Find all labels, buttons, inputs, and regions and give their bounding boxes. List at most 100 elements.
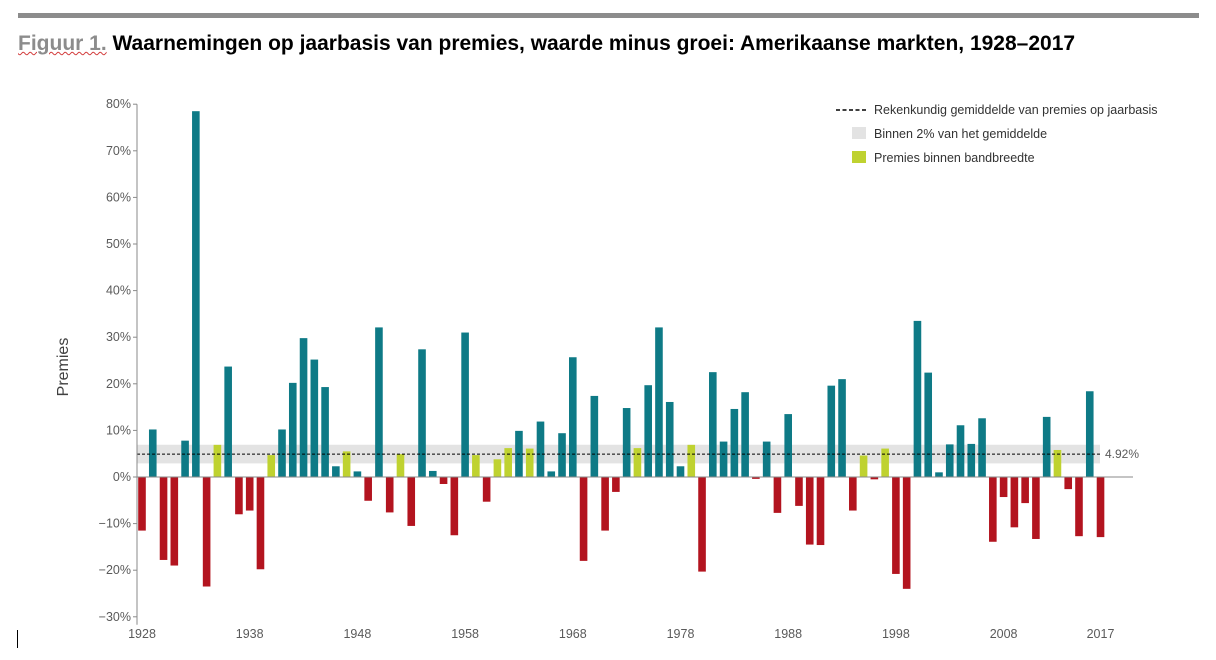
bar-2013 xyxy=(1053,449,1062,477)
bar-2014 xyxy=(1064,477,1073,490)
y-tick-label: 10% xyxy=(106,423,131,437)
bar-1975 xyxy=(644,385,652,477)
bar-1958 xyxy=(461,332,469,477)
bar-1973 xyxy=(622,408,631,477)
y-tick-label: 70% xyxy=(106,144,131,158)
y-tick-label: 20% xyxy=(106,377,131,391)
bar-1977 xyxy=(665,401,674,477)
bar-2007 xyxy=(989,477,997,542)
bar-1978 xyxy=(676,466,685,477)
bar-1959 xyxy=(472,455,480,477)
bar-1945 xyxy=(321,387,329,477)
bar-2011 xyxy=(1032,477,1040,539)
legend-within-label: Premies binnen bandbreedte xyxy=(874,151,1035,165)
bar-2001 xyxy=(924,372,933,477)
figure-title-text: Waarnemingen op jaarbasis van premies, w… xyxy=(112,32,1076,55)
x-tick-label: 2017 xyxy=(1087,627,1115,641)
y-tick-label: 40% xyxy=(106,284,131,298)
bar-1994 xyxy=(849,477,857,511)
legend-mean-label: Rekenkundig gemiddelde van premies op ja… xyxy=(874,103,1158,117)
y-tick-label: 80% xyxy=(106,97,131,111)
bar-1944 xyxy=(310,359,319,477)
bar-1946 xyxy=(332,466,340,477)
text-cursor xyxy=(17,630,18,648)
y-tick-label: 0% xyxy=(113,470,131,484)
bar-1935 xyxy=(213,444,222,477)
x-tick-label: 1988 xyxy=(774,627,802,641)
bar-2016 xyxy=(1085,391,1094,477)
bar-1961 xyxy=(493,459,502,477)
bars-layer xyxy=(138,111,1105,589)
x-tick-label: 1938 xyxy=(236,627,264,641)
bar-2010 xyxy=(1021,477,1029,504)
bar-1930 xyxy=(159,477,168,560)
y-tick-label: 60% xyxy=(106,190,131,204)
bar-1967 xyxy=(558,433,566,477)
bar-1943 xyxy=(299,338,308,477)
x-tick-label: 1998 xyxy=(882,627,910,641)
bar-1981 xyxy=(709,372,717,477)
bar-1991 xyxy=(816,477,825,546)
bar-1998 xyxy=(892,477,900,574)
bar-2017 xyxy=(1096,477,1105,538)
bar-2009 xyxy=(1010,477,1019,528)
bar-2006 xyxy=(978,418,986,477)
legend-within-swatch xyxy=(852,151,866,163)
bar-1950 xyxy=(375,327,383,477)
bar-2002 xyxy=(935,472,943,477)
bar-1955 xyxy=(428,470,437,477)
bar-1928 xyxy=(138,477,146,531)
x-tick-label: 1978 xyxy=(667,627,695,641)
bar-1939 xyxy=(256,477,265,570)
bar-2004 xyxy=(956,425,965,477)
x-tick-label: 2008 xyxy=(990,627,1018,641)
bar-1934 xyxy=(202,477,211,587)
legend-band-swatch xyxy=(852,127,866,139)
bar-1932 xyxy=(181,440,189,477)
bar-1983 xyxy=(730,408,739,477)
bar-1933 xyxy=(192,111,200,477)
x-tick-label: 1958 xyxy=(451,627,479,641)
y-tick-label: 50% xyxy=(106,237,131,251)
y-tick-label: −20% xyxy=(99,563,131,577)
bar-1938 xyxy=(245,477,254,511)
bar-1979 xyxy=(687,444,696,477)
bar-1990 xyxy=(805,477,814,545)
bar-1952 xyxy=(396,454,405,477)
bar-1972 xyxy=(612,477,620,492)
bar-1937 xyxy=(235,477,243,515)
bar-1942 xyxy=(288,382,297,477)
bar-1986 xyxy=(762,441,771,477)
bar-1982 xyxy=(719,441,728,477)
legend-layer: Rekenkundig gemiddelde van premies op ja… xyxy=(836,103,1158,165)
y-axis-title: Premies xyxy=(55,338,72,397)
bar-2000 xyxy=(913,320,922,477)
bar-1957 xyxy=(450,477,459,536)
bar-1976 xyxy=(655,327,663,477)
bar-1996 xyxy=(870,477,879,480)
figure-label: Figuur 1. xyxy=(18,32,107,55)
bar-1964 xyxy=(525,448,534,477)
bar-1948 xyxy=(353,471,362,477)
bar-1984 xyxy=(741,392,749,477)
top-rule xyxy=(18,13,1199,18)
x-tick-label: 1948 xyxy=(343,627,371,641)
y-tick-label: −30% xyxy=(99,610,131,624)
bar-1962 xyxy=(504,448,512,477)
bar-1970 xyxy=(590,395,599,477)
bar-1951 xyxy=(385,477,394,513)
bar-1987 xyxy=(773,477,782,513)
bar-1947 xyxy=(342,451,351,477)
bar-2003 xyxy=(945,444,954,477)
bar-1941 xyxy=(278,429,286,477)
mean-label: 4.92% xyxy=(1105,447,1139,461)
bar-1971 xyxy=(601,477,609,531)
figure-title: Figuur 1. Waarnemingen op jaarbasis van … xyxy=(18,31,1198,57)
bar-2012 xyxy=(1042,416,1051,477)
bar-1956 xyxy=(439,477,448,484)
bar-1954 xyxy=(418,349,426,477)
bar-1936 xyxy=(224,366,232,477)
bar-1969 xyxy=(579,477,588,561)
bar-2008 xyxy=(999,477,1008,498)
